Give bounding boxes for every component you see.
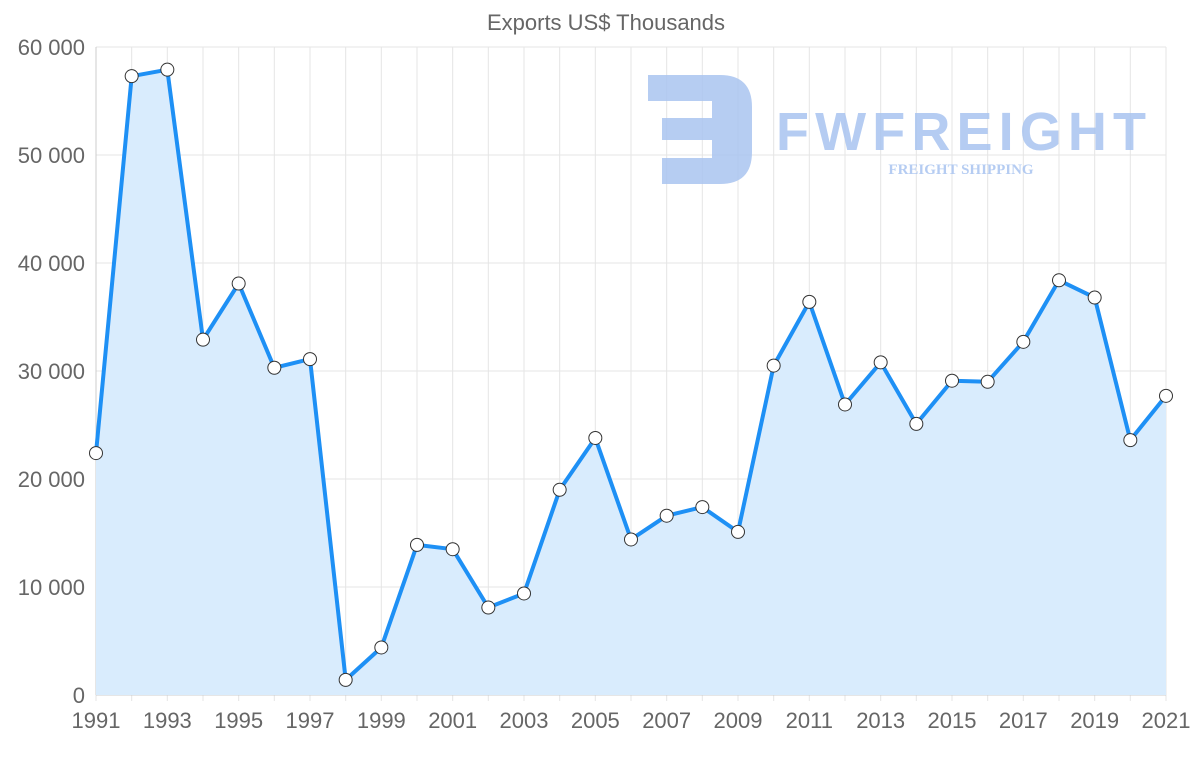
data-point-2011[interactable]: 2011: 36400 — [802, 294, 817, 309]
data-point-2014[interactable]: 2014: 25100 — [909, 416, 924, 431]
x-tick-label: 2007 — [642, 708, 691, 733]
data-point-1998[interactable]: 1998: 1400 — [338, 672, 353, 687]
x-tick-label: 2019 — [1070, 708, 1119, 733]
x-tick-label: 2005 — [571, 708, 620, 733]
logo-mark-icon — [648, 75, 752, 184]
data-point-2009[interactable]: 2009: 15100 — [731, 524, 745, 539]
series-area — [96, 69, 1166, 695]
y-tick-label: 0 — [73, 683, 85, 708]
data-point-1997[interactable]: 1997: 31100 — [303, 352, 317, 367]
x-tick-label: 1999 — [357, 708, 406, 733]
data-point-2005[interactable]: 2005: 23800 — [588, 430, 603, 445]
data-point-1993[interactable]: 1993: 57900 — [160, 62, 175, 77]
data-point-2012[interactable]: 2012: 26900 — [838, 397, 852, 412]
watermark-tagline: FREIGHT SHIPPING — [888, 162, 1033, 178]
area-fill — [96, 69, 1166, 695]
x-tick-label: 2015 — [928, 708, 977, 733]
x-tick-label: 2013 — [856, 708, 905, 733]
y-tick-label: 10 000 — [18, 575, 85, 600]
x-tick-label: 2009 — [714, 708, 763, 733]
data-point-1996[interactable]: 1996: 30300 — [267, 360, 282, 375]
x-tick-label: 1995 — [214, 708, 263, 733]
data-point-2006[interactable]: 2006: 14400 — [624, 532, 638, 547]
data-point-2004[interactable]: 2004: 19000 — [552, 482, 567, 497]
x-tick-label: 1991 — [72, 708, 121, 733]
data-point-1999[interactable]: 1999: 4400 — [374, 640, 389, 655]
x-tick-label: 1993 — [143, 708, 192, 733]
data-point-2002[interactable]: 2002: 8100 — [481, 600, 496, 615]
y-tick-label: 30 000 — [18, 359, 85, 384]
data-point-2008[interactable]: 2008: 17400 — [695, 500, 710, 515]
x-tick-label: 2003 — [500, 708, 549, 733]
data-point-1995[interactable]: 1995: 38100 — [231, 276, 246, 291]
data-points: 1991: 22400 1992: 57300 1993: 57900 1994: 3… — [89, 62, 1173, 687]
x-axis-ticks: 1991 1993 1995 1997 1999 2001 2003 2005 2007 2009… — [72, 708, 1191, 733]
data-point-1991[interactable]: 1991: 22400 — [89, 446, 103, 461]
data-point-2021[interactable]: 2021: 27700 — [1159, 388, 1173, 403]
data-point-1994[interactable]: 1994: 32900 — [196, 332, 210, 347]
x-tick-label: 2017 — [999, 708, 1048, 733]
x-tick-label: 1997 — [286, 708, 335, 733]
y-tick-label: 40 000 — [18, 251, 85, 276]
data-point-2018[interactable]: 2018: 38400 — [1052, 273, 1066, 288]
x-tick-label: 2021 — [1142, 708, 1191, 733]
data-point-2017[interactable]: 2017: 32700 — [1016, 334, 1031, 349]
data-point-2010[interactable]: 2010: 30500 — [766, 358, 781, 373]
data-point-2020[interactable]: 2020: 23600 — [1123, 433, 1138, 448]
data-point-2019[interactable]: 2019: 36800 — [1087, 290, 1102, 305]
y-tick-label: 20 000 — [18, 467, 85, 492]
data-point-2007[interactable]: 2007: 16600 — [659, 508, 674, 523]
y-tick-label: 60 000 — [18, 35, 85, 60]
x-tick-label: 2011 — [786, 708, 833, 733]
data-point-2003[interactable]: 2003: 9400 — [517, 586, 531, 601]
data-point-2001[interactable]: 2001: 13500 — [445, 542, 460, 557]
y-axis-ticks: 0 10 000 20 000 30 000 40 000 50 000 60 000 — [18, 35, 85, 708]
y-tick-label: 50 000 — [18, 143, 85, 168]
data-point-2016[interactable]: 2016: 29000 — [980, 374, 995, 389]
watermark-brand: FWFREIGHT — [776, 102, 1146, 162]
chart-title: Exports US$ Thousands — [487, 10, 725, 35]
data-point-2013[interactable]: 2013: 30800 — [873, 355, 888, 370]
data-point-2015[interactable]: 2015: 29100 — [945, 373, 959, 388]
data-point-1992[interactable]: 1992: 57300 — [124, 69, 139, 84]
x-tick-label: 2001 — [428, 708, 477, 733]
